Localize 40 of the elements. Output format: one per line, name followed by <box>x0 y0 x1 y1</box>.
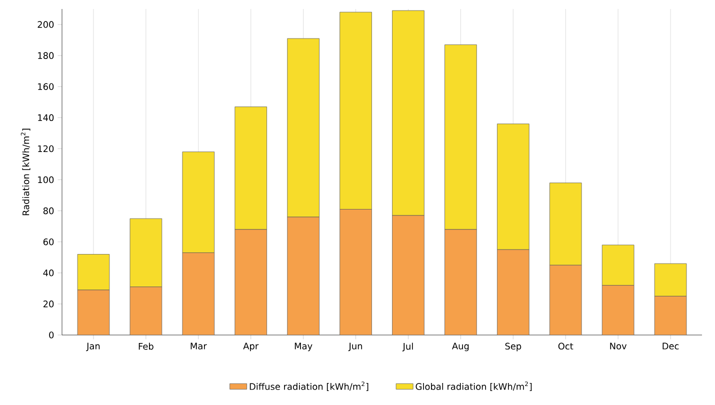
y-tick-label: 200 <box>38 21 54 28</box>
y-tick-label: 120 <box>38 145 54 152</box>
bar <box>130 286 162 335</box>
legend-label: Diffuse radiation [kWh/m$^{2}$] <box>250 382 368 391</box>
bar <box>182 252 215 335</box>
y-tick-label: 180 <box>38 52 54 59</box>
y-tick-label: 0 <box>49 332 54 338</box>
x-tick-label: Jun <box>348 342 362 352</box>
bar <box>654 296 687 335</box>
bar <box>444 229 477 335</box>
y-tick-label: 20 <box>43 300 54 308</box>
y-tick-label: 100 <box>38 176 54 184</box>
bar <box>340 209 372 335</box>
x-tick-label: Mar <box>190 342 207 350</box>
bar <box>234 229 267 335</box>
x-tick-label: Feb <box>138 342 154 350</box>
x-tick-label: Apr <box>243 342 259 352</box>
bar <box>549 264 582 335</box>
bar <box>77 290 110 335</box>
x-tick-label: Dec <box>662 342 679 350</box>
y-axis-title: Radiation [kWh/m$^{2}$] <box>20 128 30 216</box>
bar <box>392 215 424 335</box>
x-tick-label: Sep <box>505 342 522 352</box>
bar <box>497 249 530 335</box>
x-tick-label: Aug <box>452 342 469 352</box>
bar <box>130 218 162 288</box>
x-tick-label: May <box>294 342 312 352</box>
y-tick-label: 160 <box>38 83 54 90</box>
bar <box>602 244 634 286</box>
y-tick-label: 40 <box>43 270 54 276</box>
y-tick-label: 140 <box>38 114 54 122</box>
bar <box>287 216 320 335</box>
x-tick-label: Oct <box>558 342 574 350</box>
x-tick-label: Jan <box>86 342 100 352</box>
x-tick-label: Nov <box>610 342 627 350</box>
y-tick-label: 60 <box>43 238 54 246</box>
y-tick-label: 80 <box>43 207 54 214</box>
bar <box>602 285 634 335</box>
legend-label: Global radiation [kWh/m$^{2}$] <box>416 382 532 391</box>
x-tick-label: Jul <box>402 342 413 352</box>
